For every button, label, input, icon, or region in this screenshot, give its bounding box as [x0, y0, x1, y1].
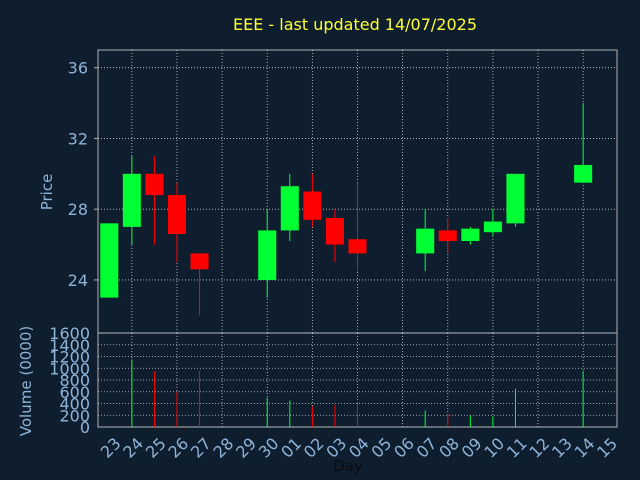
candle-body — [303, 191, 322, 220]
volume-tick-label: 1400 — [49, 336, 90, 355]
x-tick-label: 15 — [593, 434, 621, 462]
volume-tick-label: 600 — [59, 383, 90, 402]
candle-body — [167, 195, 187, 234]
volume-panel: 0200400600800100012001400160023242526272… — [49, 324, 621, 462]
volume-tick-label: 1000 — [49, 359, 90, 378]
x-axis-label: Day — [333, 457, 363, 475]
candle-body — [461, 228, 480, 242]
price-tick-label: 36 — [68, 59, 88, 78]
volume-tick-label: 400 — [59, 395, 90, 414]
candle-body — [145, 173, 164, 196]
price-panel: 24 28 32 36 — [68, 49, 618, 334]
volume-tick-label: 1200 — [49, 348, 90, 367]
candle-body — [122, 173, 141, 227]
candle-body — [483, 221, 502, 233]
candle-body — [325, 218, 344, 245]
price-tick-label: 24 — [68, 271, 88, 290]
price-axis-label: Price — [38, 174, 56, 211]
candle-body — [416, 228, 435, 254]
candle-body — [438, 230, 457, 242]
candle-body — [258, 230, 277, 280]
candle-body — [100, 223, 119, 298]
price-tick-label: 28 — [68, 200, 88, 219]
candle-body — [280, 186, 299, 231]
volume-axis-label: Volume (0000) — [17, 326, 35, 436]
candle-body — [190, 253, 209, 270]
volume-tick-label: 800 — [59, 371, 90, 390]
volume-tick-label: 200 — [59, 406, 90, 425]
volume-tick-label: 0 — [80, 418, 90, 437]
candle-body — [506, 173, 525, 224]
price-tick-label: 32 — [68, 129, 88, 148]
volume-tick-label: 1600 — [49, 324, 90, 343]
candle-body — [574, 164, 593, 183]
chart-title: EEE - last updated 14/07/2025 — [233, 15, 477, 34]
candle-body — [348, 239, 367, 254]
